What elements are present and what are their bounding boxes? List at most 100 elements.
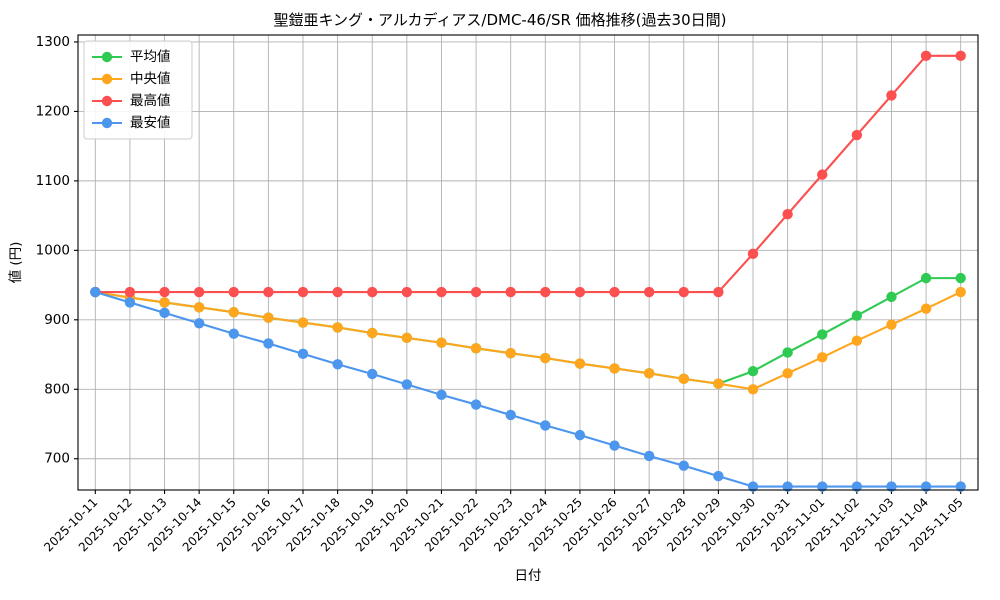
- series-marker-3: [609, 440, 620, 451]
- chart-title: 聖鎧亜キング・アルカディアス/DMC-46/SR 価格推移(過去30日間): [273, 11, 727, 29]
- y-tick-label: 1000: [36, 242, 70, 258]
- legend-marker-3: [101, 117, 113, 129]
- series-marker-3: [263, 338, 274, 349]
- series-marker-0: [886, 291, 897, 303]
- series-marker-1: [470, 343, 482, 354]
- series-marker-1: [332, 322, 343, 333]
- series-marker-3: [436, 389, 447, 401]
- series-marker-3: [540, 420, 551, 431]
- series-marker-1: [297, 317, 309, 328]
- series-marker-2: [574, 286, 586, 298]
- series-marker-3: [747, 481, 759, 492]
- series-marker-2: [851, 129, 863, 141]
- series-marker-3: [159, 307, 170, 319]
- series-marker-1: [678, 373, 689, 385]
- series-marker-0: [851, 310, 863, 321]
- series-marker-3: [955, 481, 966, 492]
- series-marker-2: [367, 286, 378, 298]
- legend-label-2: 最高値: [130, 92, 171, 109]
- series-marker-3: [124, 297, 136, 308]
- plot-frame: [77, 34, 979, 491]
- series-marker-2: [159, 286, 170, 298]
- legend-label-1: 中央値: [130, 71, 171, 87]
- series-marker-2: [920, 50, 932, 62]
- legend-box: [83, 40, 193, 140]
- series-marker-2: [124, 286, 136, 298]
- series-marker-1: [367, 327, 378, 339]
- series-marker-3: [886, 481, 897, 492]
- series-marker-1: [228, 306, 239, 318]
- series-marker-2: [470, 286, 482, 298]
- series-marker-2: [713, 286, 724, 298]
- legend-marker-2: [101, 95, 113, 107]
- series-marker-3: [90, 286, 101, 298]
- series-marker-2: [436, 286, 447, 298]
- series-marker-1: [436, 337, 447, 348]
- series-marker-1: [713, 378, 724, 389]
- legend-marker-0: [101, 51, 113, 63]
- series-marker-1: [609, 363, 620, 374]
- series-marker-2: [263, 286, 274, 298]
- series-marker-2: [609, 286, 620, 298]
- series-marker-1: [263, 312, 274, 323]
- series-marker-1: [747, 384, 759, 395]
- series-marker-2: [886, 90, 897, 101]
- series-marker-3: [678, 460, 689, 471]
- series-marker-2: [505, 286, 516, 298]
- series-marker-0: [747, 366, 759, 377]
- y-axis-label: 値 (円): [8, 242, 24, 284]
- series-marker-2: [401, 286, 413, 298]
- series-marker-0: [955, 272, 966, 284]
- series-marker-3: [505, 409, 516, 421]
- series-marker-3: [470, 399, 482, 410]
- series-marker-1: [574, 358, 586, 369]
- series-marker-3: [332, 359, 343, 370]
- legend-marker-1: [101, 73, 113, 85]
- series-line-3: [94, 290, 962, 488]
- series-marker-3: [782, 481, 793, 492]
- series-marker-2: [955, 50, 966, 62]
- series-marker-2: [643, 286, 655, 298]
- y-tick-label: 900: [44, 312, 70, 328]
- series-marker-2: [193, 286, 205, 298]
- series-marker-1: [920, 303, 932, 314]
- series-marker-0: [782, 347, 793, 358]
- y-tick-label: 700: [44, 451, 70, 467]
- legend-label-3: 最安値: [130, 115, 171, 131]
- legend-label-0: 平均値: [130, 49, 171, 65]
- y-tick-label: 1200: [36, 103, 70, 119]
- series-marker-3: [228, 328, 239, 339]
- series-marker-1: [193, 302, 205, 313]
- series-marker-2: [678, 286, 689, 298]
- series-marker-2: [228, 286, 239, 298]
- series-marker-2: [782, 209, 793, 220]
- series-marker-2: [747, 248, 759, 260]
- series-marker-1: [817, 352, 828, 363]
- series-marker-3: [193, 318, 205, 329]
- series-line-2: [94, 54, 962, 294]
- series-marker-1: [782, 368, 793, 379]
- y-tick-label: 1100: [36, 173, 70, 189]
- series-marker-1: [159, 297, 170, 308]
- series-marker-2: [332, 286, 343, 298]
- series-marker-1: [643, 368, 655, 379]
- series-marker-3: [574, 429, 586, 441]
- series-marker-3: [401, 379, 413, 390]
- series-marker-1: [955, 286, 966, 298]
- series-marker-0: [817, 329, 828, 340]
- series-marker-3: [713, 470, 724, 482]
- series-marker-0: [920, 272, 932, 284]
- series-marker-3: [817, 481, 828, 492]
- series-marker-1: [401, 332, 413, 344]
- series-marker-3: [297, 348, 309, 360]
- series-line-1: [94, 290, 962, 391]
- x-axis-label: 日付: [515, 568, 542, 584]
- series-marker-1: [851, 335, 863, 346]
- series-marker-3: [367, 368, 378, 380]
- series-marker-1: [505, 347, 516, 359]
- series-marker-2: [540, 286, 551, 298]
- series-marker-1: [540, 352, 551, 364]
- series-marker-3: [643, 450, 655, 462]
